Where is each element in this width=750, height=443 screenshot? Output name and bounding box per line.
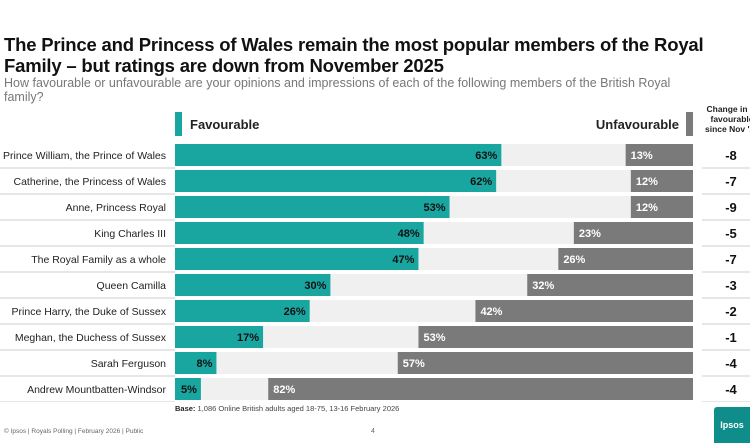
bar-favourable-label: 17% [237, 332, 259, 344]
logo-text: Ipsos [720, 420, 744, 430]
base-label: Base: [175, 404, 196, 413]
legend-favourable: Favourable [175, 111, 259, 137]
bar-unfavourable [397, 352, 693, 374]
bar-unfavourable-label: 53% [423, 332, 445, 344]
category-label: Sarah Ferguson [91, 358, 166, 370]
change-value: -7 [725, 174, 737, 189]
bar-favourable-label: 47% [392, 254, 414, 266]
category-label: Queen Camilla [97, 280, 167, 292]
bar-favourable [175, 144, 502, 166]
change-value: -5 [725, 226, 737, 241]
bar-unfavourable-label: 23% [579, 228, 601, 240]
ipsos-logo: Ipsos [714, 407, 750, 443]
change-value: -3 [725, 278, 737, 293]
footer-text: © Ipsos | Royals Polling | February 2026… [4, 428, 144, 435]
bar-favourable [175, 274, 331, 296]
bar-unfavourable-label: 57% [403, 358, 425, 370]
bar-unfavourable [573, 222, 693, 244]
legend-favourable-label: Favourable [190, 116, 260, 132]
bar-favourable-label: 48% [398, 228, 420, 240]
bar-favourable [175, 248, 419, 270]
bar-unfavourable-label: 26% [563, 254, 585, 266]
category-label: Catherine, the Princess of Wales [13, 176, 166, 188]
page-number: 4 [371, 428, 375, 435]
bar-unfavourable-label: 32% [532, 280, 554, 292]
change-value: -4 [725, 382, 737, 397]
bar-unfavourable [418, 326, 693, 348]
bar-unfavourable-label: 12% [636, 202, 658, 214]
category-label: Meghan, the Duchess of Sussex [15, 332, 167, 344]
change-value: -8 [725, 148, 737, 163]
legend-unfavourable-label: Unfavourable [595, 116, 679, 132]
change-value: -4 [725, 356, 737, 371]
bar-favourable [175, 300, 310, 322]
base-note: Base: 1,086 Online British adults aged 1… [175, 404, 399, 413]
change-value: -1 [725, 330, 737, 345]
legend-unfavourable-swatch [686, 112, 693, 136]
bar-favourable [175, 196, 450, 218]
chart-subtitle: How favourable or unfavourable are your … [4, 76, 671, 104]
bar-favourable-label: 26% [284, 306, 306, 318]
bar-favourable [175, 170, 497, 192]
change-value: -7 [725, 252, 737, 267]
bar-unfavourable [475, 300, 693, 322]
legend-unfavourable: Unfavourable [595, 111, 693, 137]
category-label: Prince William, the Prince of Wales [3, 150, 166, 162]
bar-favourable [175, 222, 424, 244]
bar-favourable-label: 53% [424, 202, 446, 214]
bar-unfavourable-label: 82% [273, 384, 295, 396]
bar-favourable [175, 352, 217, 374]
chart-title: The Prince and Princess of Wales remain … [4, 34, 704, 76]
bar-unfavourable-label: 12% [636, 176, 658, 188]
bar-unfavourable [527, 274, 693, 296]
base-text: 1,086 Online British adults aged 18-75, … [197, 404, 400, 413]
category-label: King Charles III [94, 228, 166, 240]
bar-favourable-label: 5% [181, 384, 197, 396]
bar-unfavourable [268, 378, 693, 400]
bar-favourable [175, 378, 201, 400]
category-label: Prince Harry, the Duke of Sussex [12, 306, 167, 318]
change-value: -9 [725, 200, 737, 215]
bar-favourable [175, 326, 264, 348]
bar-unfavourable [625, 144, 693, 166]
change-column-header: Change in % favourable since Nov '25 [705, 104, 750, 134]
legend-favourable-swatch [175, 112, 182, 136]
bar-favourable-label: 30% [304, 280, 326, 292]
bar-favourable-label: 62% [470, 176, 492, 188]
change-value: -2 [725, 304, 737, 319]
category-label: Anne, Princess Royal [66, 202, 166, 214]
category-label: Andrew Mountbatten-Windsor [27, 384, 166, 396]
category-label: The Royal Family as a whole [31, 254, 166, 266]
bar-unfavourable-label: 13% [631, 150, 653, 162]
bar-unfavourable [558, 248, 693, 270]
bar-favourable-label: 63% [475, 150, 497, 162]
bar-unfavourable [630, 170, 693, 192]
bar-unfavourable [630, 196, 693, 218]
diverging-bar-chart: 63% 13% Prince William, the Prince of Wale… [0, 144, 750, 402]
bar-favourable-label: 8% [197, 358, 213, 370]
bar-unfavourable-label: 42% [480, 306, 502, 318]
